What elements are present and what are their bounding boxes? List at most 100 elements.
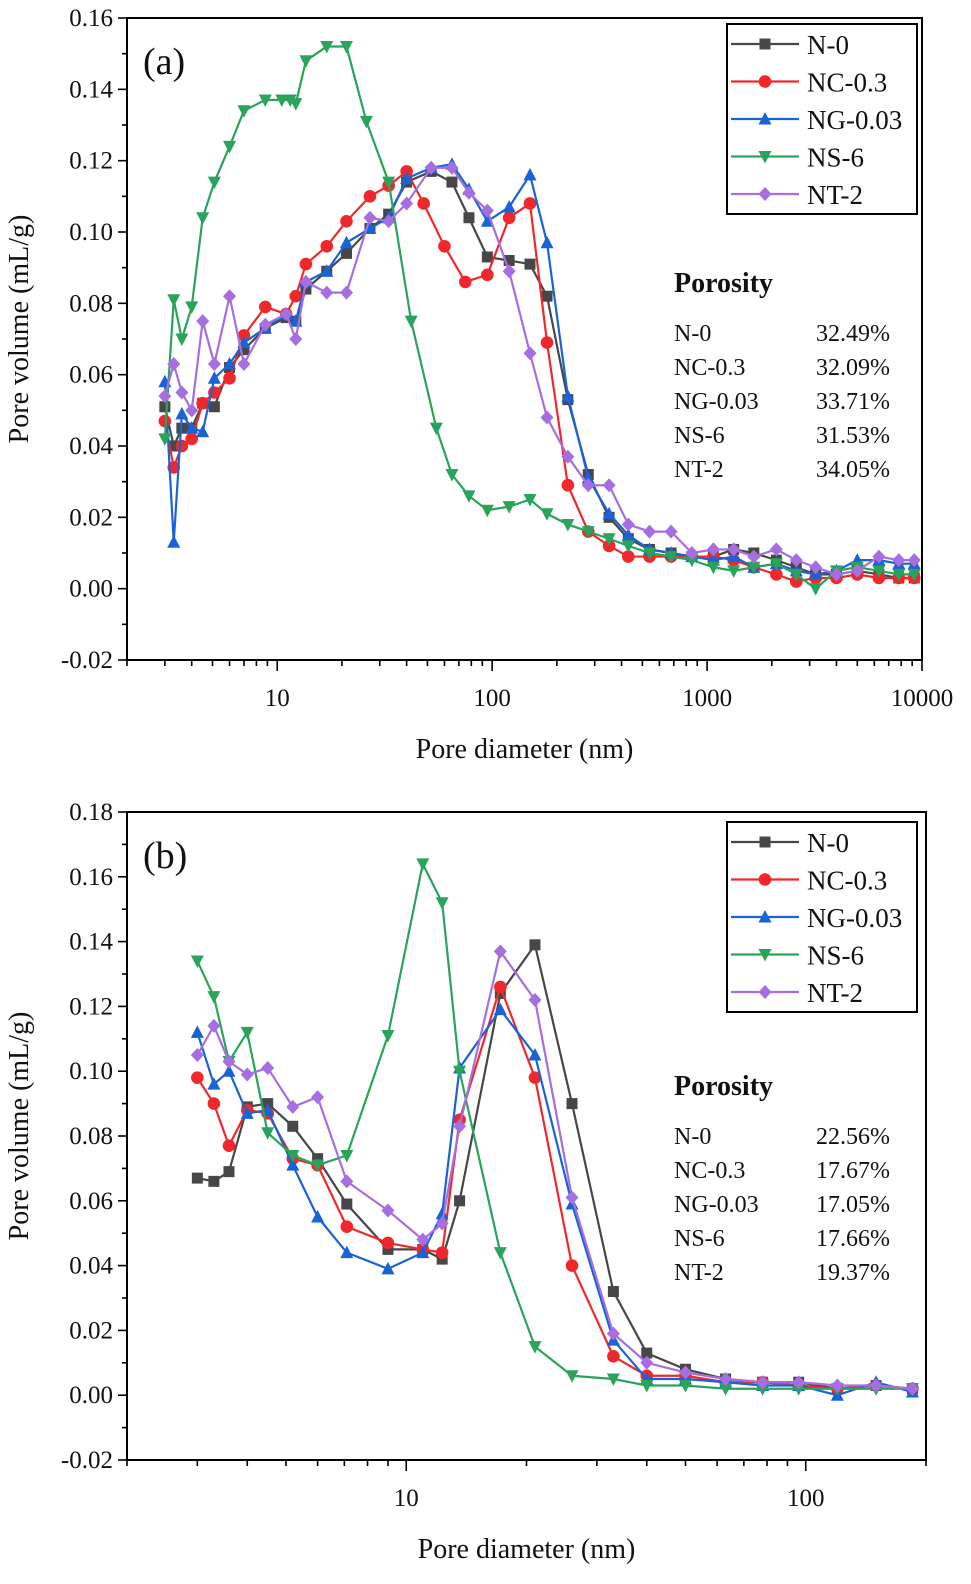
data-point (789, 575, 803, 588)
data-point (756, 1383, 770, 1396)
y-tick-label: 0.02 (69, 504, 113, 531)
data-point (240, 1067, 254, 1082)
data-point (340, 1245, 354, 1259)
legend-marker (759, 38, 771, 50)
data-point (561, 518, 575, 532)
data-point (240, 1106, 254, 1119)
data-point (167, 294, 181, 307)
porosity-sample-label: NS-6 (674, 423, 725, 449)
data-point (830, 1378, 844, 1393)
legend-marker (758, 112, 772, 125)
data-point (494, 987, 506, 999)
data-point (566, 1098, 578, 1110)
data-point (429, 422, 443, 436)
data-point (685, 546, 699, 560)
porosity-value: 33.71% (816, 389, 890, 415)
data-point (480, 504, 494, 518)
data-point (541, 290, 553, 302)
data-point (528, 1341, 542, 1354)
data-point (207, 991, 221, 1004)
data-point (299, 55, 313, 68)
data-point (789, 568, 803, 582)
data-point (435, 1246, 449, 1259)
legend-label: NC-0.3 (807, 866, 887, 896)
data-point (223, 1166, 235, 1178)
data-point (528, 992, 542, 1007)
data-point (240, 1026, 254, 1040)
data-point (340, 1149, 354, 1163)
data-point (907, 568, 921, 582)
data-point (502, 264, 516, 279)
data-point (190, 1048, 204, 1062)
data-point (435, 1216, 449, 1231)
data-point (207, 1018, 221, 1033)
data-point (453, 1119, 467, 1134)
data-point (528, 1071, 542, 1084)
data-point (621, 528, 635, 541)
data-point (416, 1245, 430, 1259)
porosity-value: 17.05% (816, 1192, 890, 1218)
data-point (381, 1030, 395, 1043)
data-point (382, 176, 396, 190)
data-point (339, 41, 353, 54)
data-point (458, 275, 472, 289)
data-point (416, 858, 430, 871)
data-point (581, 478, 595, 493)
data-point (168, 440, 180, 452)
data-point (641, 1347, 653, 1359)
y-tick-label: 0.10 (69, 1058, 113, 1085)
data-point (382, 1243, 394, 1255)
data-point (494, 980, 507, 994)
data-point (287, 1120, 299, 1132)
data-point (237, 356, 251, 371)
data-point (185, 432, 198, 446)
data-point (607, 1350, 620, 1363)
data-point (640, 1379, 654, 1393)
y-tick-label: 0.10 (69, 219, 113, 246)
data-point (719, 1372, 733, 1386)
data-point (190, 1025, 204, 1038)
y-tick-label: 0.00 (69, 576, 113, 603)
data-point (727, 542, 741, 557)
data-point (400, 196, 414, 211)
series-nt-2 (158, 160, 921, 582)
data-point (222, 1064, 236, 1077)
legend-label: N-0 (807, 828, 849, 858)
data-point (223, 371, 236, 385)
y-tick-label: 0.04 (69, 433, 113, 460)
legend-item: NS-6 (731, 143, 864, 173)
data-point (435, 1206, 449, 1220)
y-axis-title: Pore volume (mL/g) (4, 215, 35, 444)
legend-marker (758, 187, 772, 201)
data-point (404, 315, 418, 329)
data-point (222, 1054, 236, 1069)
data-point (719, 1383, 733, 1396)
legend-item: NG-0.03 (731, 105, 902, 135)
x-tick-label: 100 (473, 685, 511, 712)
data-point (789, 553, 803, 568)
data-point (528, 1048, 542, 1061)
series-ns-6 (158, 41, 921, 596)
data-point (207, 371, 221, 384)
panel-b: -0.02 0.00 0.02 0.04 0.06 0.08 0.10 0.12 0.14 0.1… (4, 799, 927, 1565)
data-point (565, 1370, 579, 1383)
data-point (678, 1379, 692, 1393)
panel-a: -0.02 0.00 0.02 0.04 0.06 0.08 0.10 0.12 0.14 0.1… (4, 5, 953, 765)
data-point (643, 524, 657, 539)
porosity-value: 22.56% (816, 1124, 890, 1150)
data-point (299, 257, 313, 271)
data-point (435, 897, 449, 910)
data-point (175, 333, 189, 346)
porosity-value: 32.09% (816, 355, 890, 381)
data-point (602, 539, 616, 553)
data-point (523, 197, 537, 210)
data-point (540, 336, 554, 349)
data-point (606, 1373, 620, 1386)
data-point (300, 283, 312, 295)
data-point (223, 356, 237, 370)
data-point (540, 410, 554, 425)
data-point (829, 567, 843, 582)
data-point (502, 501, 516, 514)
y-tick-label: 0.14 (69, 929, 113, 956)
data-point (481, 251, 493, 263)
